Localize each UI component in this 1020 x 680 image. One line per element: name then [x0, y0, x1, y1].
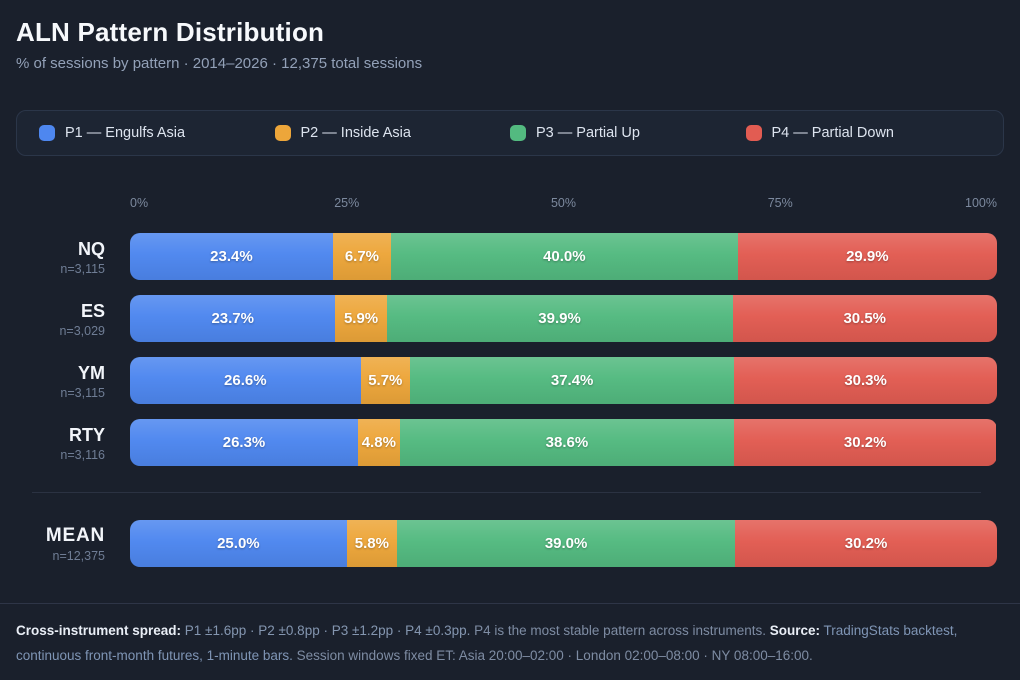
- stacked-bar-rty: 26.3% 4.8% 38.6% 30.2%: [130, 419, 997, 466]
- bar-segment-p4: 29.9%: [737, 233, 997, 280]
- axis-tick-75: 75%: [767, 196, 793, 210]
- row-name: ES: [80, 300, 105, 321]
- bar-segment-p3: 37.4%: [410, 357, 735, 404]
- mean-divider: [32, 492, 981, 493]
- legend-item-p4: P4 — Partial Down: [745, 125, 982, 141]
- footer-divider: [0, 603, 1020, 604]
- bar-segment-p3: 39.0%: [397, 520, 736, 567]
- page-title: ALN Pattern Distribution: [16, 17, 325, 47]
- bar-segment-p2: 5.9%: [335, 295, 387, 342]
- instrument-row-es: ES n=3,029 23.7% 5.9% 39.9% 30.5%: [16, 295, 997, 342]
- footnote-source-text: TradingStats backtest, continuous front-…: [16, 623, 958, 663]
- bar-segment-p3: 38.6%: [399, 419, 735, 466]
- axis-tick-0: 0%: [130, 196, 149, 210]
- x-axis: 0% 25% 50% 75% 100%: [130, 196, 997, 210]
- row-name: MEAN: [45, 524, 105, 546]
- bar-segment-p2: 6.7%: [332, 233, 391, 280]
- legend-swatch-icon: [745, 125, 762, 141]
- bar-segment-p2: 4.8%: [358, 419, 400, 466]
- footnote-source-label: Source:: [769, 623, 821, 638]
- bar-segment-p1: 23.7%: [130, 295, 336, 342]
- axis-tick-25: 25%: [334, 196, 360, 210]
- bar-segment-p2: 5.7%: [360, 357, 411, 404]
- legend-label: P1 — Engulfs Asia: [65, 125, 186, 141]
- stacked-bar-ym: 26.6% 5.7% 37.4% 30.3%: [130, 357, 997, 404]
- legend-label: P3 — Partial Up: [536, 125, 640, 141]
- axis-tick-50: 50%: [550, 196, 577, 210]
- legend-label: P2 — Inside Asia: [300, 125, 411, 141]
- bar-segment-p1: 26.6%: [130, 357, 361, 404]
- bar-segment-p1: 25.0%: [130, 520, 347, 567]
- instrument-row-ym: YM n=3,115 26.6% 5.7% 37.4% 30.3%: [16, 357, 997, 404]
- bar-segment-p4: 30.2%: [735, 520, 997, 567]
- row-name: YM: [78, 362, 105, 383]
- row-sample-size: n=12,375: [52, 548, 105, 563]
- row-sample-size: n=3,029: [59, 323, 105, 338]
- row-sample-size: n=3,115: [60, 385, 105, 400]
- stacked-bar-mean: 25.0% 5.8% 39.0% 30.2%: [130, 520, 997, 567]
- footnote-spread-values: P1 ±1.6pp · P2 ±0.8pp · P3 ±1.2pp · P4 ±…: [181, 623, 471, 638]
- legend-item-p2: P2 — Inside Asia: [274, 125, 511, 141]
- stacked-bar-nq: 23.4% 6.7% 40.0% 29.9%: [130, 233, 997, 280]
- mean-row-block: MEAN n=12,375 25.0% 5.8% 39.0% 30.2%: [16, 520, 997, 567]
- axis-tick-100: 100%: [965, 196, 997, 210]
- bar-segment-p4: 30.2%: [734, 419, 997, 466]
- legend-swatch-icon: [274, 125, 291, 141]
- row-sample-size: n=3,115: [60, 261, 105, 276]
- legend-swatch-icon: [39, 125, 55, 141]
- header: ALN Pattern Distribution % of sessions b…: [0, 0, 1020, 74]
- footnote-spread-label: Cross-instrument spread:: [16, 623, 182, 638]
- chart-area: 0% 25% 50% 75% 100% NQ n=3,115 23.4% 6.7% 40.0% 2…: [16, 196, 997, 567]
- bar-segment-p4: 30.3%: [734, 357, 997, 404]
- chart-subtitle: % of sessions by pattern · 2014–2026 · 1…: [16, 55, 423, 72]
- bar-segment-p3: 39.9%: [386, 295, 733, 342]
- row-label-es: ES n=3,029: [16, 300, 130, 338]
- legend-swatch-icon: [510, 125, 526, 141]
- bar-segment-p4: 30.5%: [732, 295, 997, 342]
- row-label-ym: YM n=3,115: [16, 362, 130, 400]
- instrument-row-mean: MEAN n=12,375 25.0% 5.8% 39.0% 30.2%: [16, 520, 997, 567]
- instrument-rows: NQ n=3,115 23.4% 6.7% 40.0% 29.9% ES n=3,029 23.…: [16, 233, 997, 466]
- instrument-row-rty: RTY n=3,116 26.3% 4.8% 38.6% 30.2%: [16, 419, 997, 466]
- bar-segment-p1: 26.3%: [130, 419, 359, 466]
- row-label-nq: NQ n=3,115: [16, 238, 130, 276]
- row-name: RTY: [69, 424, 105, 445]
- legend-item-p1: P1 — Engulfs Asia: [39, 125, 275, 141]
- row-label-rty: RTY n=3,116: [16, 424, 130, 462]
- legend: P1 — Engulfs Asia P2 — Inside Asia P3 — Pa…: [16, 110, 1004, 156]
- row-sample-size: n=3,116: [60, 447, 105, 462]
- row-name: NQ: [78, 238, 105, 259]
- row-label-mean: MEAN n=12,375: [16, 525, 130, 563]
- bar-segment-p2: 5.8%: [346, 520, 398, 567]
- footnote-observation: P4 is the most stable pattern across ins…: [470, 623, 770, 638]
- footnote-sessions: Session windows fixed ET: Asia 20:00–02:…: [292, 648, 813, 663]
- bar-segment-p3: 40.0%: [390, 233, 738, 280]
- legend-item-p3: P3 — Partial Up: [510, 125, 746, 141]
- bar-segment-p1: 23.4%: [130, 233, 333, 280]
- instrument-row-nq: NQ n=3,115 23.4% 6.7% 40.0% 29.9%: [16, 233, 997, 280]
- legend-label: P4 — Partial Down: [771, 125, 895, 141]
- footnote: Cross-instrument spread: P1 ±1.6pp · P2 …: [0, 604, 1020, 668]
- stacked-bar-es: 23.7% 5.9% 39.9% 30.5%: [130, 295, 997, 342]
